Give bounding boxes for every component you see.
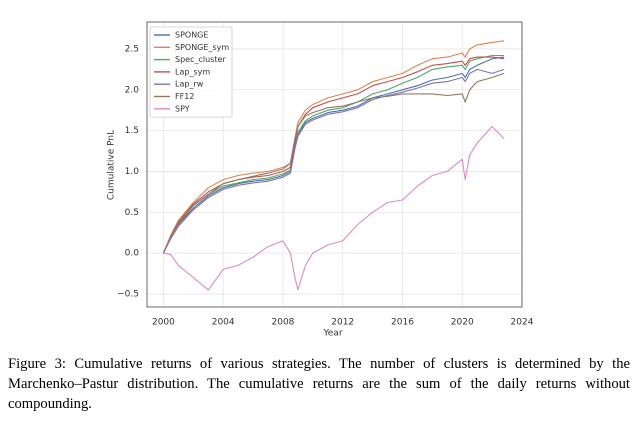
y-tick-label: 2.0	[125, 85, 140, 95]
figure-caption: Figure 3: Cumulative returns of various …	[8, 356, 630, 412]
legend-label: Lap_sym	[175, 67, 210, 76]
chart: Year Cumulative PnL −0.5 0.0 0.5 1.0 1.5 2.0 2…	[107, 21, 534, 339]
legend-box	[149, 26, 233, 118]
y-tick-label: 2.5	[125, 44, 139, 54]
x-tick-label: 2012	[331, 318, 354, 328]
x-tick-label: 2000	[152, 318, 175, 328]
x-tick-label: 2024	[511, 318, 534, 328]
legend-label: SPONGE_sym	[175, 43, 229, 52]
legend: SPONGE SPONGE_sym Spec_cluster Lap_sym Lap_r…	[149, 26, 233, 118]
x-tick-label: 2008	[272, 318, 295, 328]
x-tick-label: 2004	[212, 318, 235, 328]
legend-label: SPONGE	[175, 31, 208, 40]
y-axis-label: Cumulative PnL	[107, 130, 117, 200]
series-line	[162, 54, 505, 254]
plot-frame	[146, 21, 523, 308]
series-line	[162, 72, 505, 254]
series-line	[162, 56, 505, 254]
x-tick-label: 2020	[451, 318, 474, 328]
y-tick-label: 0.5	[125, 208, 139, 218]
series-line	[162, 68, 505, 254]
y-tick-label: 1.0	[125, 167, 140, 177]
y-tick-label: 1.5	[125, 126, 139, 136]
series-line	[162, 40, 505, 254]
x-axis-label: Year	[322, 329, 342, 339]
y-tick-label: −0.5	[117, 289, 139, 299]
legend-label: SPY	[175, 104, 190, 113]
series-line	[163, 125, 505, 291]
x-tick-label: 2016	[391, 318, 414, 328]
legend-label: FF12	[175, 92, 194, 101]
legend-label: Lap_rw	[175, 80, 204, 89]
legend-label: Spec_cluster	[175, 55, 226, 64]
y-tick-label: 0.0	[125, 249, 140, 259]
